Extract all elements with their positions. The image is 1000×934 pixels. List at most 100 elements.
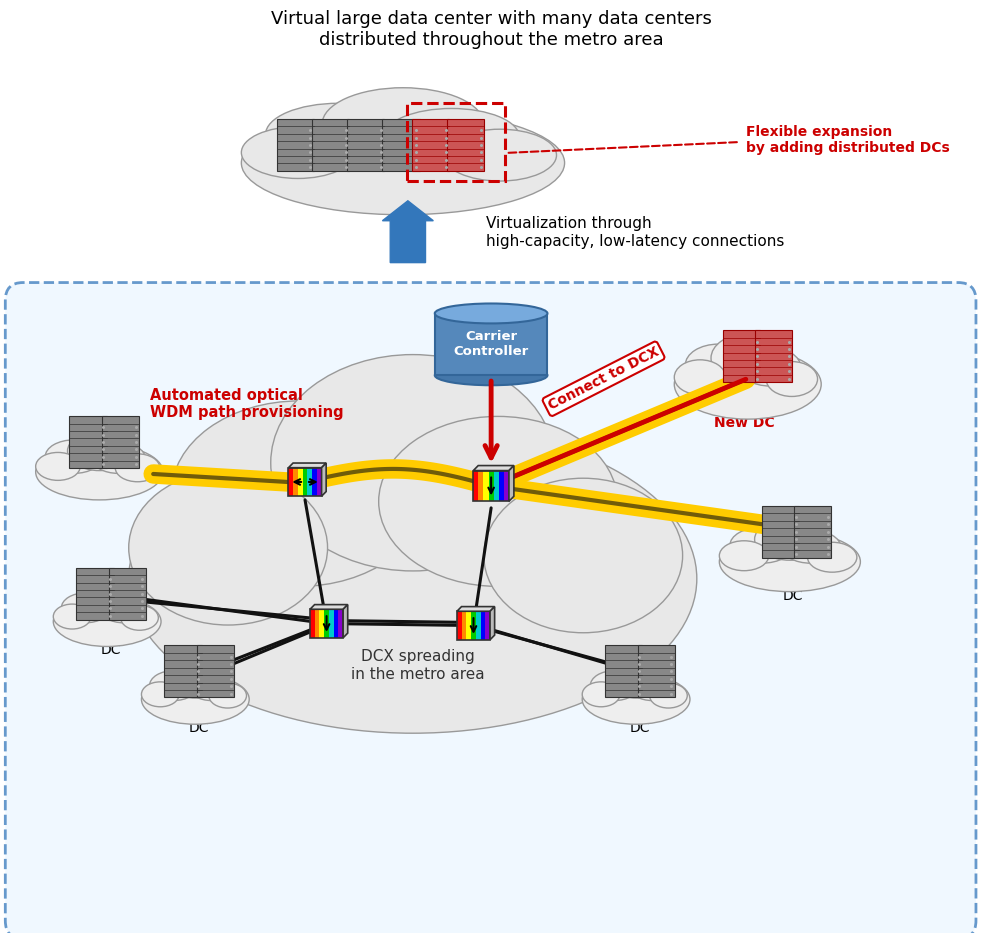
Bar [307, 468, 312, 496]
Text: Virtual large data center with many data centers
distributed throughout the metr: Virtual large data center with many data… [271, 10, 712, 50]
Bar [317, 468, 322, 496]
Bar [481, 611, 485, 640]
Polygon shape [473, 465, 514, 471]
Bar [293, 468, 298, 496]
Ellipse shape [45, 440, 103, 474]
Bar [485, 611, 490, 640]
Bar [457, 611, 490, 640]
Ellipse shape [189, 673, 234, 700]
FancyBboxPatch shape [638, 645, 675, 698]
Bar [476, 611, 481, 640]
Ellipse shape [582, 674, 690, 724]
FancyBboxPatch shape [312, 119, 349, 171]
FancyBboxPatch shape [762, 506, 799, 558]
FancyBboxPatch shape [109, 568, 146, 619]
Ellipse shape [141, 682, 179, 707]
Bar [499, 471, 504, 502]
Bar [473, 471, 509, 502]
Text: Automated optical
WDM path provisioning: Automated optical WDM path provisioning [150, 388, 344, 420]
Ellipse shape [53, 604, 91, 629]
Text: New DC: New DC [714, 417, 774, 431]
Ellipse shape [36, 444, 163, 500]
Text: DC: DC [189, 721, 209, 735]
Bar [329, 609, 334, 638]
Bar [310, 609, 343, 638]
Ellipse shape [129, 471, 328, 625]
Bar [338, 609, 343, 638]
Bar [298, 468, 303, 496]
FancyBboxPatch shape [755, 331, 792, 382]
FancyBboxPatch shape [794, 506, 831, 558]
Text: DC: DC [783, 588, 803, 602]
Bar [303, 468, 307, 496]
Ellipse shape [168, 663, 222, 698]
FancyBboxPatch shape [164, 645, 202, 698]
Ellipse shape [68, 432, 131, 471]
FancyBboxPatch shape [382, 119, 420, 171]
Ellipse shape [101, 595, 146, 623]
Polygon shape [457, 606, 495, 611]
Bar [473, 471, 478, 502]
Ellipse shape [719, 531, 860, 591]
Ellipse shape [36, 452, 80, 480]
Ellipse shape [807, 543, 857, 573]
Text: DC: DC [94, 482, 114, 496]
Ellipse shape [80, 586, 134, 620]
Bar [288, 468, 322, 496]
Polygon shape [509, 465, 514, 502]
Ellipse shape [730, 528, 793, 563]
Ellipse shape [53, 597, 161, 646]
Ellipse shape [266, 104, 411, 165]
Ellipse shape [590, 671, 639, 700]
Text: DC: DC [101, 644, 121, 658]
Ellipse shape [435, 304, 547, 323]
Ellipse shape [630, 673, 675, 700]
FancyBboxPatch shape [69, 417, 107, 468]
Ellipse shape [92, 443, 145, 474]
Ellipse shape [674, 349, 821, 419]
Bar [504, 471, 509, 502]
Ellipse shape [781, 531, 841, 563]
Ellipse shape [650, 683, 687, 708]
Ellipse shape [484, 478, 683, 632]
FancyBboxPatch shape [197, 645, 234, 698]
Text: Virtualization through
high-capacity, low-latency connections: Virtualization through high-capacity, lo… [486, 217, 785, 248]
Bar [489, 471, 494, 502]
Ellipse shape [443, 129, 557, 181]
Bar [334, 609, 338, 638]
Bar [324, 609, 329, 638]
Bar [310, 609, 315, 638]
Ellipse shape [384, 108, 519, 165]
Ellipse shape [739, 347, 801, 386]
Ellipse shape [271, 355, 555, 571]
FancyBboxPatch shape [76, 568, 114, 619]
Polygon shape [322, 463, 326, 496]
Ellipse shape [674, 360, 726, 395]
Bar [483, 471, 489, 502]
Ellipse shape [241, 127, 354, 178]
FancyBboxPatch shape [277, 119, 314, 171]
Ellipse shape [435, 365, 547, 385]
Bar [471, 611, 476, 640]
FancyBboxPatch shape [605, 645, 642, 698]
Text: Flexible expansion
by adding distributed DCs: Flexible expansion by adding distributed… [746, 125, 950, 155]
FancyArrow shape [382, 201, 433, 262]
FancyBboxPatch shape [412, 119, 449, 171]
Bar [312, 468, 317, 496]
Ellipse shape [322, 88, 484, 161]
Ellipse shape [241, 111, 565, 215]
Ellipse shape [141, 674, 249, 724]
Bar [315, 609, 319, 638]
Ellipse shape [379, 417, 617, 587]
Polygon shape [343, 604, 348, 638]
Polygon shape [310, 604, 348, 609]
FancyBboxPatch shape [447, 119, 484, 171]
Bar [494, 471, 499, 502]
Ellipse shape [685, 344, 751, 386]
Ellipse shape [150, 671, 198, 700]
Text: Connect to DCX: Connect to DCX [546, 345, 661, 413]
Ellipse shape [755, 518, 825, 560]
FancyBboxPatch shape [347, 119, 384, 171]
Bar [319, 609, 324, 638]
FancyBboxPatch shape [723, 331, 760, 382]
